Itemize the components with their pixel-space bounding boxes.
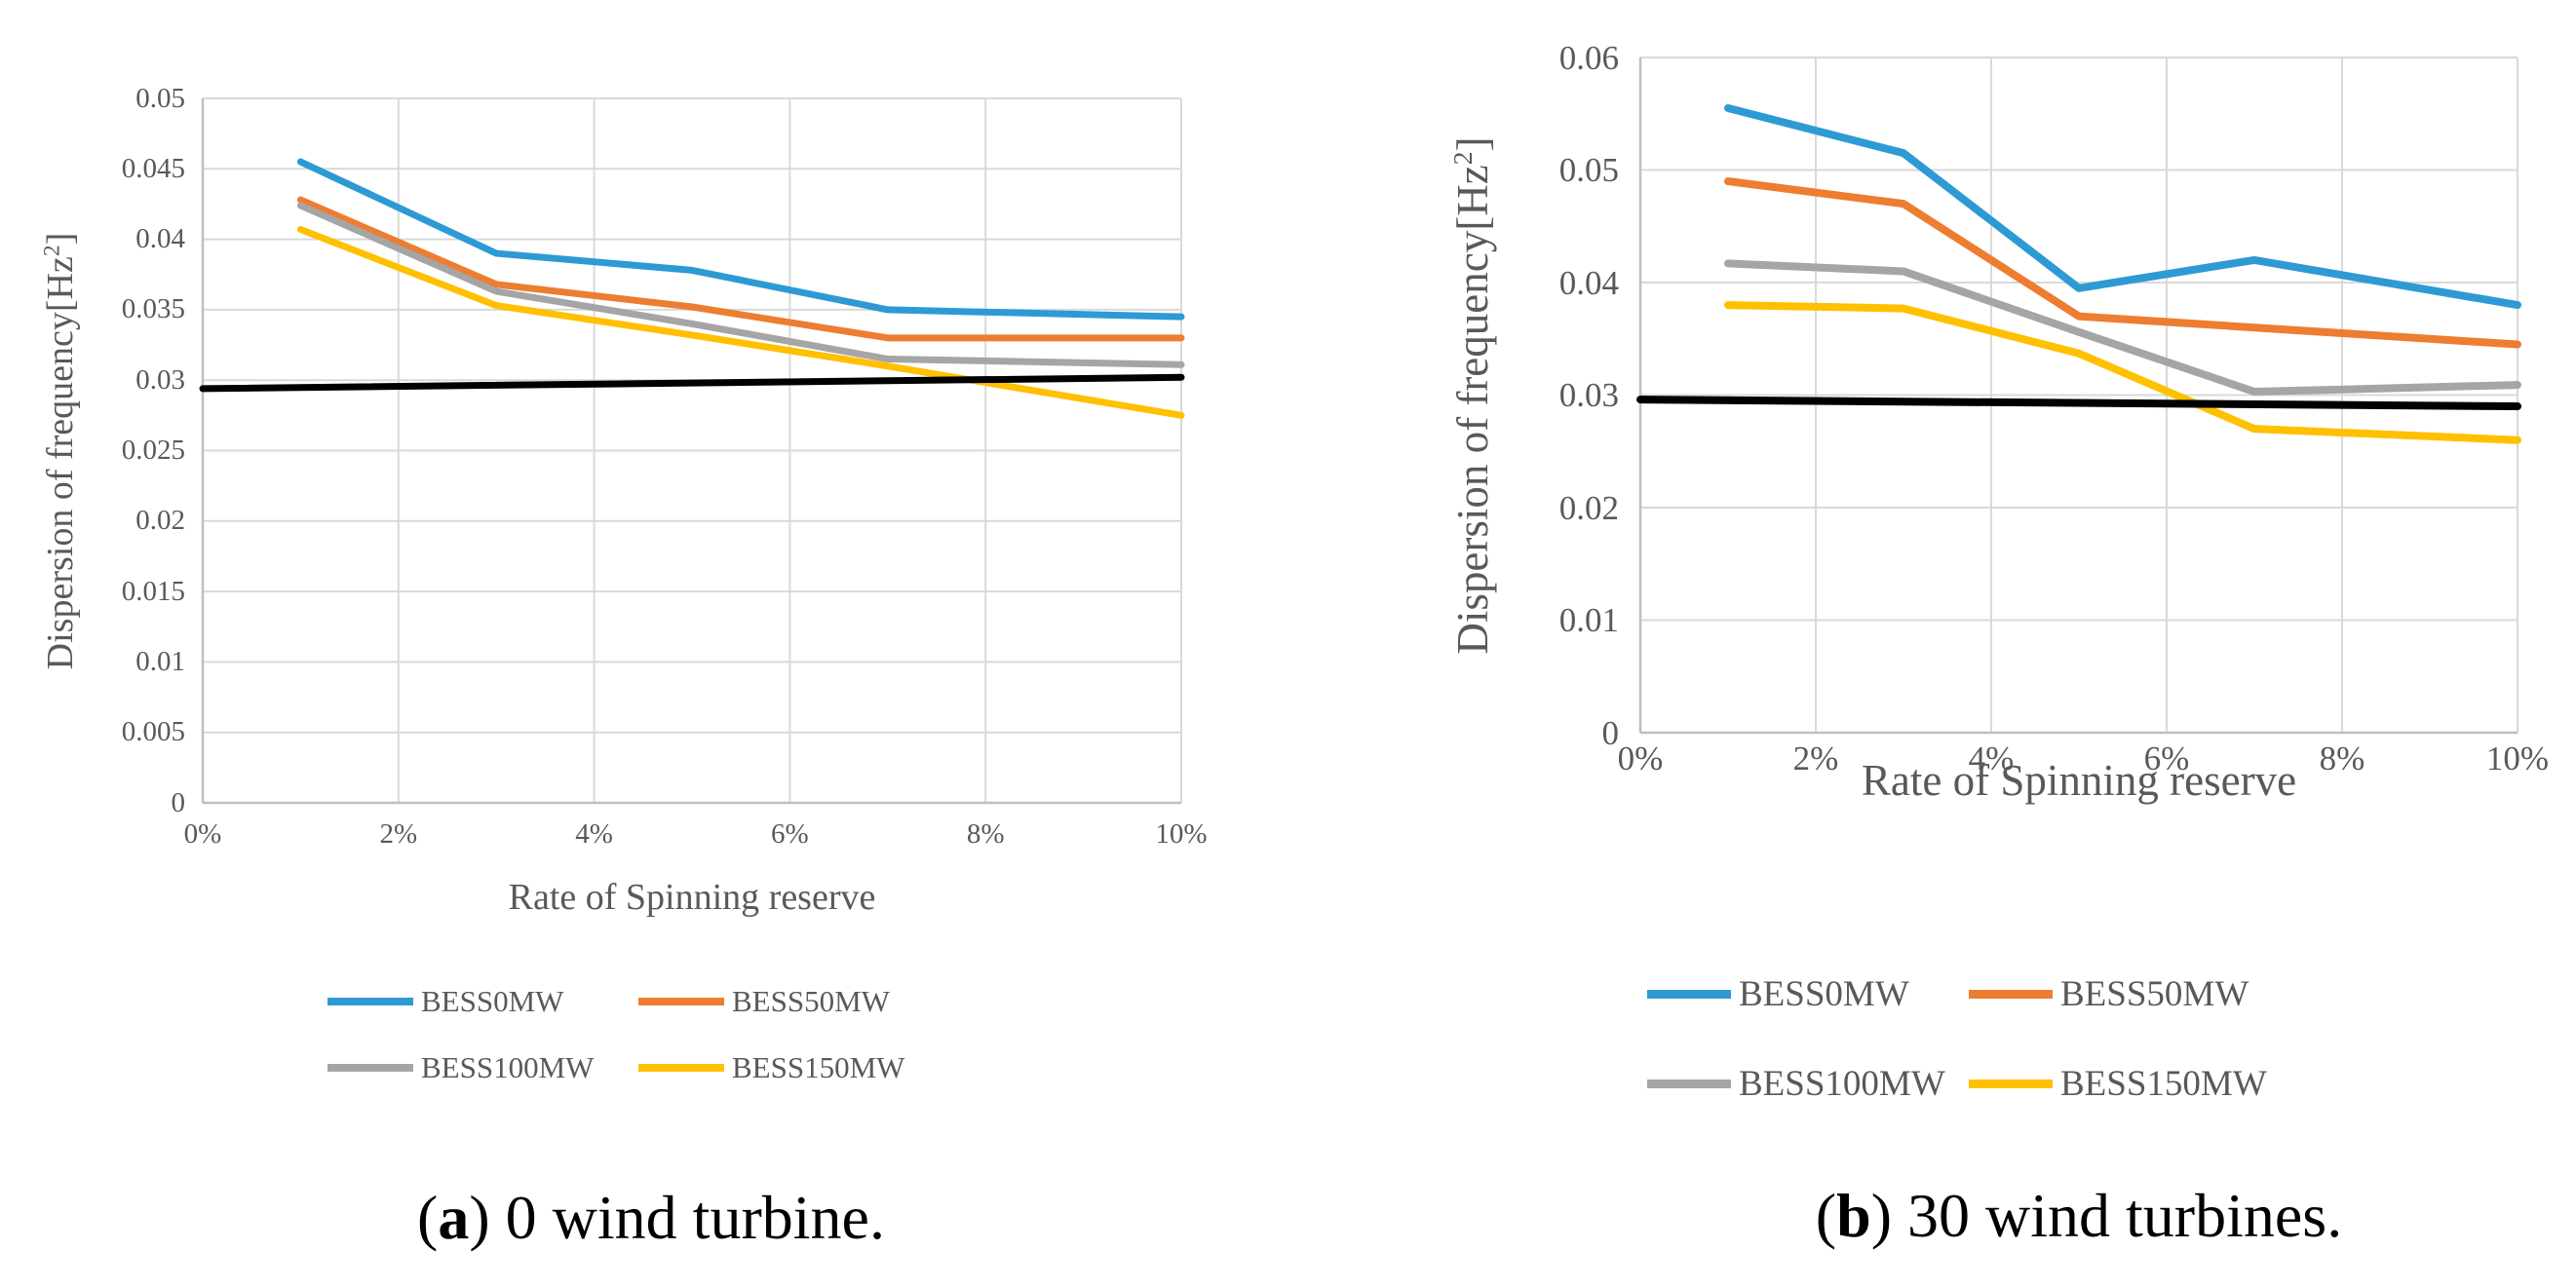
chart-panel-a: Dispersion of frequency[Hz2] 0.05 0.045 0.…	[39, 84, 1207, 1252]
legend-item-bess50mw: BESS50MW	[1969, 973, 2249, 1014]
x-axis-title: Rate of Spinning reserve	[508, 877, 876, 918]
line-chart-b	[1636, 57, 2521, 735]
legend-label: BESS50MW	[732, 984, 890, 1018]
legend-label: BESS100MW	[1739, 1063, 1945, 1104]
panel-caption-b: (b) 30 wind turbines.	[1640, 1181, 2518, 1250]
x-tick-label: 8%	[966, 818, 1005, 850]
legend-swatch-orange	[1969, 989, 2053, 999]
legend-label: BESS150MW	[732, 1050, 905, 1084]
panel-caption-a: (a) 0 wind turbine.	[162, 1183, 1140, 1252]
legend-swatch-blue	[1647, 989, 1731, 999]
legend-label: BESS100MW	[421, 1050, 595, 1084]
legend-item-bess0mw: BESS0MW	[327, 983, 563, 1020]
x-tick-label: 0%	[183, 818, 222, 850]
caption-paren: (	[1815, 1181, 1837, 1250]
legend-swatch-gray	[1647, 1079, 1731, 1088]
x-tick-label: 2%	[1792, 739, 1839, 777]
x-axis-title: Rate of Spinning reserve	[1861, 756, 2297, 805]
x-tick-label: 4%	[1968, 739, 2015, 777]
x-tick-label: 2%	[379, 818, 418, 850]
legend-swatch-yellow	[1969, 1079, 2053, 1088]
legend-swatch-yellow	[638, 1064, 724, 1072]
y-tick-label: 0.03	[1558, 376, 1619, 414]
x-tick-label: 6%	[771, 818, 809, 850]
legend-label: BESS0MW	[421, 984, 564, 1018]
caption-text: 30 wind turbines.	[1892, 1181, 2343, 1250]
y-tick-label: 0.04	[135, 223, 185, 255]
caption-letter: b	[1836, 1181, 1871, 1250]
y-tick-label: 0.01	[1558, 601, 1619, 639]
x-tick-label: 10%	[1155, 818, 1208, 850]
y-tick-label: 0.025	[121, 435, 185, 466]
y-tick-label: 0.03	[135, 363, 185, 396]
y-tick-label: 0.02	[135, 505, 185, 537]
y-tick-label: 0	[1601, 713, 1620, 752]
x-tick-label: 6%	[2143, 739, 2190, 777]
caption-text: 0 wind turbine.	[489, 1183, 885, 1252]
legend-label: BESS50MW	[2060, 973, 2249, 1014]
y-tick-label: 0.045	[121, 152, 185, 184]
x-tick-label: 0%	[1617, 739, 1664, 777]
y-tick-label: 0	[171, 786, 186, 818]
legend-swatch-blue	[327, 998, 413, 1005]
y-tick-label: 0.035	[121, 293, 185, 325]
chart-panel-b: Dispersion of frequency[Hz2] 0.06 0.05 0.0…	[1448, 41, 2549, 1250]
y-axis-title-bracket: ]	[1448, 135, 1497, 151]
y-tick-label: 0.005	[121, 716, 185, 748]
y-tick-label: 0.015	[121, 575, 185, 607]
legend-label: BESS0MW	[1739, 973, 1909, 1014]
y-tick-label: 0.06	[1558, 38, 1619, 77]
x-tick-label: 4%	[575, 818, 613, 850]
x-tick-label: 8%	[2319, 739, 2365, 777]
legend-item-bess150mw: BESS150MW	[1969, 1063, 2267, 1104]
caption-paren: )	[469, 1183, 490, 1252]
legend-swatch-orange	[638, 998, 724, 1005]
y-tick-label: 0.05	[1558, 151, 1619, 189]
legend-item-bess0mw: BESS0MW	[1647, 973, 1909, 1014]
legend-label: BESS150MW	[2060, 1063, 2267, 1104]
legend-swatch-gray	[327, 1064, 413, 1072]
legend-item-bess50mw: BESS50MW	[638, 983, 890, 1020]
y-tick-label: 0.05	[135, 82, 185, 114]
y-tick-label: 0.04	[1558, 263, 1619, 302]
x-tick-label: 10%	[2485, 739, 2550, 777]
caption-paren: )	[1870, 1181, 1893, 1250]
y-tick-label: 0.02	[1558, 488, 1619, 527]
caption-paren: (	[417, 1183, 439, 1252]
line-chart-a	[199, 97, 1185, 805]
caption-letter: a	[438, 1183, 470, 1252]
y-tick-label: 0.01	[135, 645, 185, 677]
legend-item-bess150mw: BESS150MW	[638, 1049, 904, 1086]
legend-item-bess100mw: BESS100MW	[1647, 1063, 1945, 1104]
legend-item-bess100mw: BESS100MW	[327, 1049, 594, 1086]
